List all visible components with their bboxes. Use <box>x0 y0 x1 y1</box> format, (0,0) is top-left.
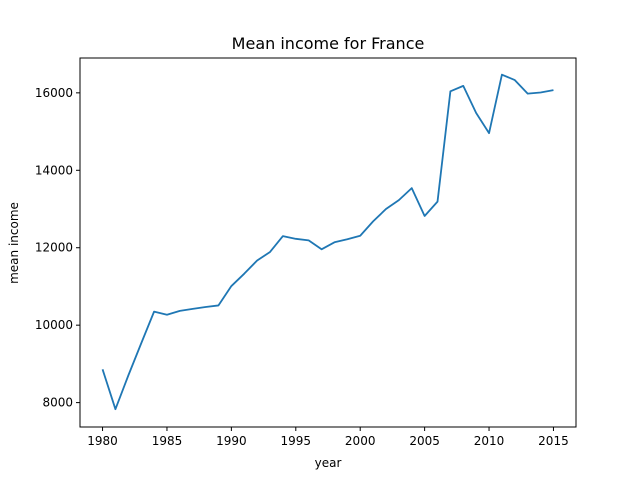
data-point <box>437 201 439 203</box>
data-point <box>205 306 207 308</box>
data-point <box>140 342 142 344</box>
data-point <box>269 251 271 253</box>
data-point <box>475 112 477 114</box>
x-tick-label: 1990 <box>216 434 247 448</box>
data-point <box>501 74 503 76</box>
data-point <box>372 220 374 222</box>
data-point <box>192 308 194 310</box>
y-tick-label: 16000 <box>35 86 73 100</box>
data-point <box>295 238 297 240</box>
x-tick-label: 2015 <box>538 434 569 448</box>
chart-title: Mean income for France <box>232 34 425 53</box>
data-point <box>514 79 516 81</box>
data-point <box>166 314 168 316</box>
y-tick-label: 10000 <box>35 318 73 332</box>
x-tick-label: 1985 <box>152 434 183 448</box>
data-point <box>346 238 348 240</box>
data-point <box>282 235 284 237</box>
data-point <box>411 187 413 189</box>
data-point <box>527 93 529 95</box>
data-point <box>153 311 155 313</box>
data-point <box>552 89 554 91</box>
x-axis-label: year <box>315 456 342 470</box>
data-point <box>230 285 232 287</box>
data-point <box>114 408 116 410</box>
data-point <box>424 215 426 217</box>
x-tick-label: 2005 <box>409 434 440 448</box>
y-tick-label: 14000 <box>35 163 73 177</box>
x-tick-label: 1995 <box>281 434 312 448</box>
data-point <box>179 310 181 312</box>
data-point <box>488 132 490 134</box>
data-point <box>359 235 361 237</box>
data-point <box>243 273 245 275</box>
data-point <box>127 375 129 377</box>
y-tick-label: 12000 <box>35 241 73 255</box>
x-tick-label: 2010 <box>474 434 505 448</box>
y-tick-label: 8000 <box>42 396 73 410</box>
y-axis-label: mean income <box>7 202 21 284</box>
data-point <box>462 85 464 87</box>
x-axis-ticks: 1980 1985 1990 1995 2000 2005 2010 2015 <box>87 427 569 448</box>
series-line-mean-income <box>101 73 554 411</box>
data-point <box>449 90 451 92</box>
data-point <box>540 91 542 93</box>
x-tick-label: 2000 <box>345 434 376 448</box>
data-point <box>256 260 258 262</box>
data-point <box>385 208 387 210</box>
data-point <box>398 199 400 201</box>
data-point <box>333 241 335 243</box>
data-point <box>102 368 104 370</box>
y-axis-ticks: 8000 10000 12000 14000 16000 <box>35 86 80 410</box>
data-point <box>308 239 310 241</box>
data-point <box>217 304 219 306</box>
plot-area <box>79 57 577 428</box>
data-point <box>321 248 323 250</box>
x-tick-label: 1980 <box>87 434 118 448</box>
